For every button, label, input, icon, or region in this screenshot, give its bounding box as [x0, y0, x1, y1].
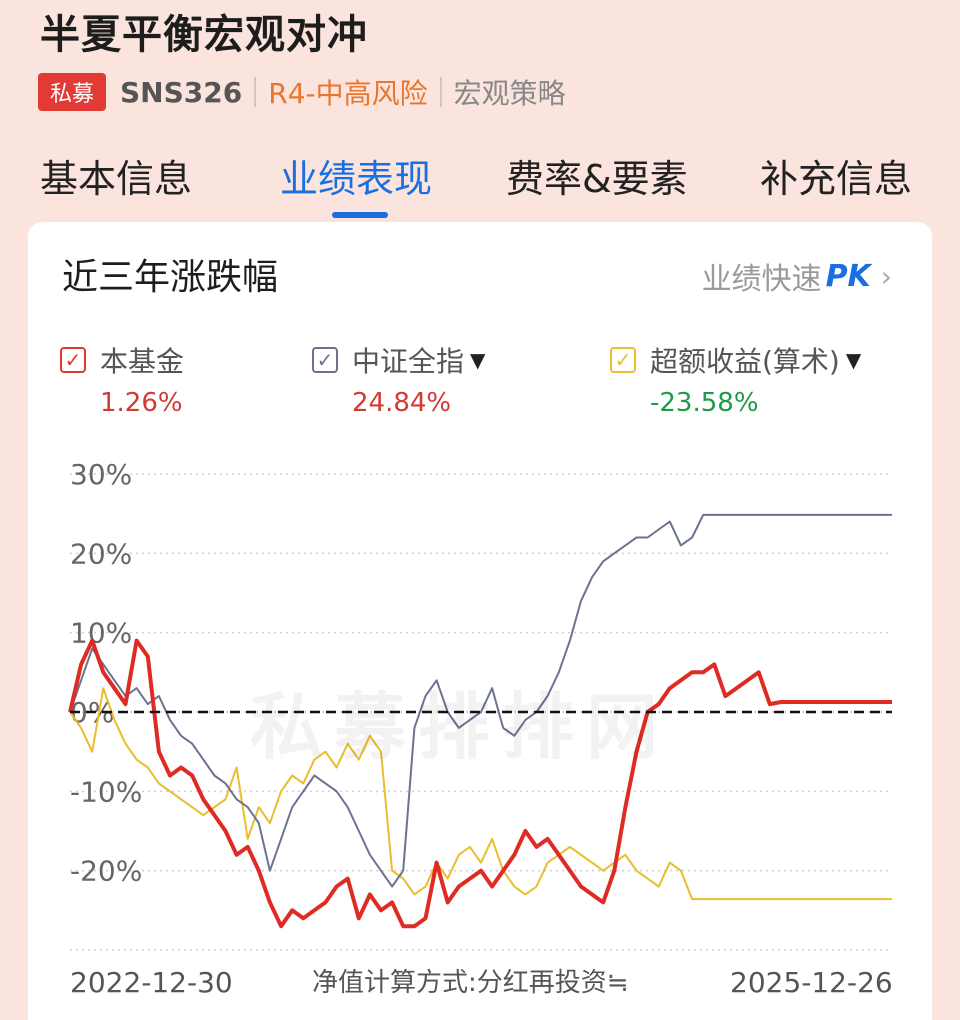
- watermark-text: 私募排排网: [250, 685, 671, 769]
- y-tick-label: 10%: [70, 617, 132, 650]
- y-tick-label: 30%: [70, 458, 132, 491]
- chevron-right-icon: ›: [880, 259, 892, 293]
- dropdown-triangle-icon[interactable]: ▼: [845, 348, 862, 372]
- strategy-label: 宏观策略: [453, 77, 566, 110]
- checkbox-checked-icon[interactable]: ✓: [60, 347, 86, 373]
- meta-divider: [439, 77, 442, 107]
- y-tick-label: -10%: [70, 775, 142, 808]
- y-tick-label: 20%: [70, 537, 132, 570]
- fund-code: SNS326: [120, 75, 243, 109]
- legend-value: 1.26%: [100, 388, 183, 418]
- fund-type-badge: 私募: [38, 73, 107, 111]
- quick-pk-link[interactable]: 业绩快速 PK ›: [702, 254, 892, 298]
- performance-card: 近三年涨跌幅 业绩快速 PK › ✓ 本基金 1.26% ✓ 中证全指 ▼ 24…: [28, 222, 932, 1020]
- risk-level: R4-中高风险: [268, 77, 428, 110]
- series-line-0: [68, 638, 892, 929]
- active-tab-indicator: [332, 212, 388, 218]
- pk-label: PK: [825, 258, 871, 294]
- legend-value: -23.58%: [650, 388, 759, 418]
- chart-series: [68, 513, 892, 929]
- pk-prefix: 业绩快速: [701, 262, 822, 297]
- start-date: 2022-12-30: [70, 966, 233, 999]
- legend-excess[interactable]: ✓ 超额收益(算术) ▼ -23.58%: [610, 340, 861, 418]
- series-line-1: [69, 513, 892, 888]
- card-title: 近三年涨跌幅: [62, 257, 279, 298]
- y-tick-label: -20%: [70, 855, 142, 888]
- checkbox-checked-icon[interactable]: ✓: [610, 347, 636, 373]
- legend-label: 中证全指: [352, 345, 465, 378]
- legend-value: 24.84%: [352, 388, 452, 418]
- tab-basic-info[interactable]: 基本信息: [40, 157, 193, 201]
- fund-meta: 私募 SNS326 R4-中高风险 宏观策略: [38, 73, 566, 111]
- tab-performance[interactable]: 业绩表现: [280, 157, 433, 201]
- legend-fund[interactable]: ✓ 本基金 1.26%: [60, 340, 184, 418]
- legend-index[interactable]: ✓ 中证全指 ▼ 24.84%: [312, 340, 485, 418]
- series-line-2: [69, 687, 892, 901]
- checkbox-checked-icon[interactable]: ✓: [312, 347, 338, 373]
- tab-supplementary-info[interactable]: 补充信息: [760, 157, 913, 201]
- legend-label: 超额收益(算术): [650, 345, 840, 378]
- meta-divider: [254, 77, 257, 107]
- legend-label: 本基金: [100, 345, 185, 378]
- nav-calc-method[interactable]: 净值计算方式:分红再投资≒: [312, 968, 629, 998]
- tab-bar: 基本信息 业绩表现 费率&要素 补充信息: [0, 148, 960, 218]
- end-date: 2025-12-26: [730, 966, 893, 999]
- dropdown-triangle-icon[interactable]: ▼: [470, 348, 486, 372]
- chart-grid: [70, 473, 892, 951]
- tab-fees-elements[interactable]: 费率&要素: [506, 157, 688, 201]
- fund-title: 半夏平衡宏观对冲: [40, 12, 368, 58]
- performance-chart[interactable]: 30%20%10%0%-10%-20%: [0, 440, 960, 960]
